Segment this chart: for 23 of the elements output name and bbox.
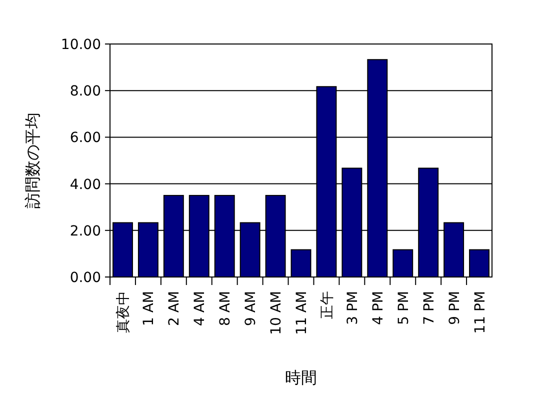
y-tick-label: 10.00 (60, 37, 101, 53)
x-tick-label: 11 AM (294, 291, 310, 335)
x-tick-label: 1 AM (141, 291, 158, 326)
x-tick-label: 3 PM (344, 291, 361, 325)
x-tick-label: 8 AM (218, 291, 234, 326)
y-tick-label: 6.00 (70, 130, 101, 146)
x-axis-title: 時間 (285, 368, 317, 387)
x-tick-label: 7 PM (421, 291, 438, 325)
x-tick-label: 真夜中 (116, 291, 132, 333)
x-tick-label: 2 AM (166, 291, 183, 326)
y-tick-label: 4.00 (70, 176, 101, 193)
x-tick-label: 9 AM (243, 291, 260, 326)
x-tick-label: 5 PM (396, 291, 412, 325)
x-tick-label: 11 PM (472, 291, 488, 334)
x-tick-label: 正午 (319, 291, 336, 319)
x-tick-label: 10 AM (268, 291, 285, 335)
y-tick-label: 0.00 (70, 270, 101, 286)
x-tick-label: 4 PM (370, 291, 386, 325)
y-tick-label: 8.00 (70, 84, 101, 100)
y-tick-label: 2.00 (70, 223, 101, 240)
y-axis-title: 訪問数の平均 (23, 112, 42, 208)
x-tick-label: 4 AM (192, 291, 208, 326)
x-tick-label: 9 PM (446, 291, 463, 325)
